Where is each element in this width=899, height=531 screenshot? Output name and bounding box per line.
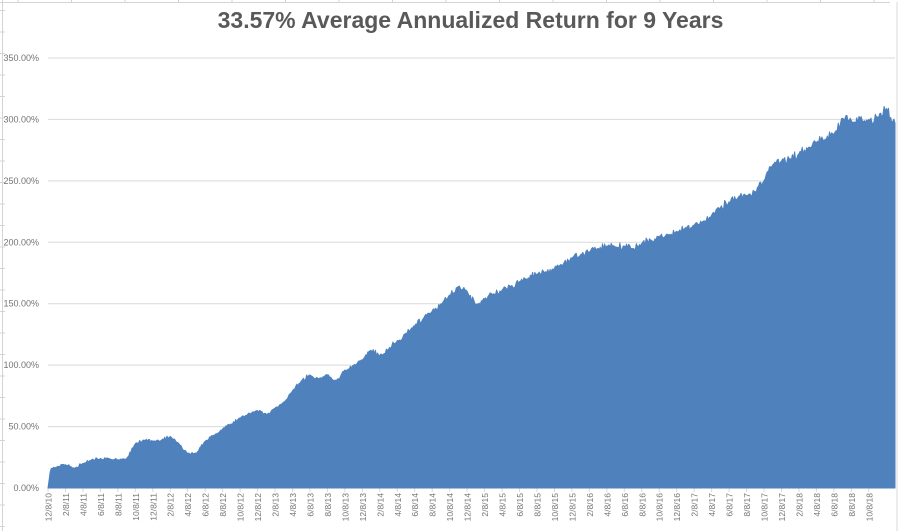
y-axis-label: 50.00% bbox=[8, 422, 39, 432]
y-axis-label: 350.00% bbox=[3, 53, 39, 63]
x-axis-label: 6/8/14 bbox=[410, 493, 420, 517]
x-axis-label: 8/8/17 bbox=[742, 493, 752, 517]
x-axis-label: 10/8/16 bbox=[655, 493, 665, 522]
annualized-return-area-series bbox=[47, 105, 896, 489]
x-axis-label: 4/8/12 bbox=[183, 493, 193, 517]
y-axis-label: 300.00% bbox=[3, 114, 39, 124]
x-axis-label: 10/8/12 bbox=[236, 493, 246, 522]
x-axis-label: 12/8/14 bbox=[463, 493, 473, 522]
x-axis-label: 4/8/11 bbox=[78, 493, 88, 516]
x-axis-label: 4/8/14 bbox=[393, 493, 403, 517]
x-axis-label: 8/8/12 bbox=[218, 493, 228, 517]
x-axis-label: 6/8/16 bbox=[620, 493, 630, 517]
x-axis-label: 6/8/11 bbox=[96, 493, 106, 516]
x-axis-label: 10/8/11 bbox=[131, 493, 141, 521]
x-axis-label: 4/8/16 bbox=[602, 493, 612, 517]
x-axis-label: 4/8/13 bbox=[288, 493, 298, 517]
x-axis-label: 8/8/14 bbox=[428, 493, 438, 517]
x-axis-label: 10/8/13 bbox=[340, 493, 350, 522]
x-axis-label: 2/8/13 bbox=[271, 493, 281, 517]
x-axis-label: 6/8/18 bbox=[829, 493, 839, 517]
x-axis-label: 8/8/13 bbox=[323, 493, 333, 517]
x-axis-label: 4/8/15 bbox=[498, 493, 508, 517]
x-axis-label: 4/8/18 bbox=[812, 493, 822, 517]
x-axis-label: 6/8/17 bbox=[725, 493, 735, 517]
x-axis-label: 2/8/16 bbox=[585, 493, 595, 517]
x-axis-label: 2/8/12 bbox=[166, 493, 176, 517]
x-axis-label: 12/8/11 bbox=[148, 493, 158, 521]
y-axis-label: 250.00% bbox=[3, 176, 39, 186]
x-axis-label: 8/8/18 bbox=[847, 493, 857, 517]
y-axis-label: 100.00% bbox=[3, 360, 39, 370]
x-axis-label: 2/8/11 bbox=[61, 493, 71, 516]
x-axis-label: 10/8/15 bbox=[550, 493, 560, 522]
x-axis-label: 12/8/17 bbox=[777, 493, 787, 522]
x-axis-label: 6/8/13 bbox=[305, 493, 315, 517]
x-axis-label: 2/8/18 bbox=[794, 493, 804, 517]
x-axis-label: 6/8/15 bbox=[515, 493, 525, 517]
x-axis-label: 12/8/10 bbox=[44, 493, 54, 522]
x-axis-label: 10/8/14 bbox=[445, 493, 455, 522]
x-axis-label: 12/8/12 bbox=[253, 493, 263, 522]
x-axis-label: 10/8/17 bbox=[760, 493, 770, 522]
x-axis-label: 12/8/13 bbox=[358, 493, 368, 522]
x-axis-label: 2/8/14 bbox=[375, 493, 385, 517]
x-axis-label: 8/8/11 bbox=[113, 493, 123, 516]
x-axis-label: 2/8/17 bbox=[690, 493, 700, 517]
x-axis-label: 12/8/15 bbox=[567, 493, 577, 522]
x-axis-label: 6/8/12 bbox=[201, 493, 211, 517]
y-axis-label: 0.00% bbox=[13, 483, 39, 493]
x-axis-label: 12/8/16 bbox=[672, 493, 682, 522]
x-axis-label: 4/8/17 bbox=[707, 493, 717, 517]
x-axis-label: 10/8/18 bbox=[864, 493, 874, 522]
y-axis-label: 200.00% bbox=[3, 237, 39, 247]
y-axis-label: 150.00% bbox=[3, 299, 39, 309]
x-axis-label: 8/8/15 bbox=[532, 493, 542, 517]
x-axis-label: 8/8/16 bbox=[637, 493, 647, 517]
chart-title: 33.57% Average Annualized Return for 9 Y… bbox=[217, 7, 724, 33]
x-axis-label: 2/8/15 bbox=[480, 493, 490, 517]
